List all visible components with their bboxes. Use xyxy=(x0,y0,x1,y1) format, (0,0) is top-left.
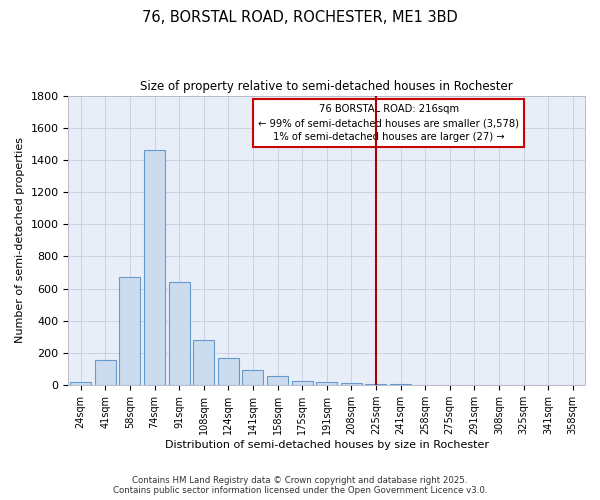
Bar xyxy=(341,383,362,385)
Text: Contains HM Land Registry data © Crown copyright and database right 2025.
Contai: Contains HM Land Registry data © Crown c… xyxy=(113,476,487,495)
Bar xyxy=(169,282,190,385)
Bar xyxy=(390,384,411,385)
Bar xyxy=(95,360,116,385)
Bar xyxy=(292,381,313,385)
Bar xyxy=(242,370,263,385)
Title: Size of property relative to semi-detached houses in Rochester: Size of property relative to semi-detach… xyxy=(140,80,513,93)
Bar xyxy=(70,382,91,385)
Text: 76, BORSTAL ROAD, ROCHESTER, ME1 3BD: 76, BORSTAL ROAD, ROCHESTER, ME1 3BD xyxy=(142,10,458,25)
Bar xyxy=(144,150,165,385)
Text: 76 BORSTAL ROAD: 216sqm
← 99% of semi-detached houses are smaller (3,578)
1% of : 76 BORSTAL ROAD: 216sqm ← 99% of semi-de… xyxy=(258,104,519,142)
Bar xyxy=(119,278,140,385)
Bar xyxy=(267,376,288,385)
Bar xyxy=(316,382,337,385)
Bar xyxy=(193,340,214,385)
X-axis label: Distribution of semi-detached houses by size in Rochester: Distribution of semi-detached houses by … xyxy=(165,440,489,450)
Bar xyxy=(218,358,239,385)
Bar xyxy=(365,384,386,385)
Y-axis label: Number of semi-detached properties: Number of semi-detached properties xyxy=(15,138,25,344)
